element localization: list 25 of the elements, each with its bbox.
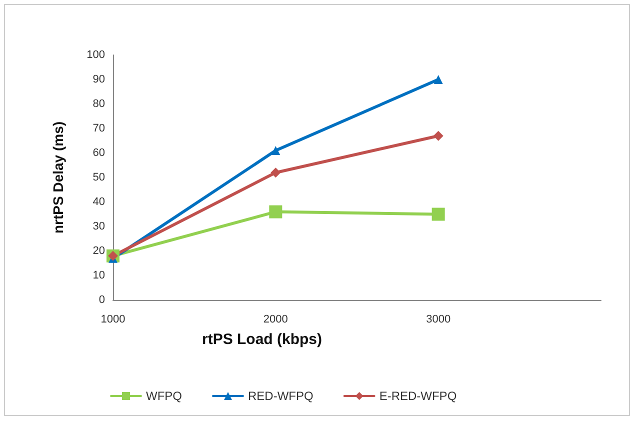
- point: [433, 130, 444, 141]
- y-tick-label: 20: [92, 245, 105, 257]
- point: [271, 146, 280, 156]
- point: [269, 205, 282, 218]
- y-tick-label: 80: [92, 98, 105, 110]
- legend-label: E-RED-WFPQ: [379, 389, 457, 403]
- x-tick-label: 1000: [100, 314, 126, 326]
- x-axis-title: rtPS Load (kbps): [202, 331, 322, 348]
- y-tick-label: 70: [92, 122, 105, 134]
- y-tick-label: 10: [92, 270, 105, 282]
- y-tick-label: 40: [92, 196, 105, 208]
- point: [432, 208, 445, 221]
- point: [270, 168, 281, 178]
- x-tick-label: 3000: [426, 314, 451, 326]
- y-axis-title: nrtPS Delay (ms): [50, 121, 66, 234]
- y-tick-label: 50: [92, 172, 105, 184]
- legend-label: WFPQ: [146, 389, 182, 403]
- point: [434, 75, 443, 84]
- y-tick-label: 100: [86, 49, 105, 61]
- y-tick-label: 30: [92, 220, 105, 232]
- legend-label: RED-WFPQ: [248, 389, 314, 403]
- y-tick-label: 60: [92, 147, 105, 159]
- x-tick-label: 2000: [263, 314, 288, 326]
- y-tick-label: 90: [92, 74, 105, 86]
- y-tick-label: 0: [98, 294, 105, 306]
